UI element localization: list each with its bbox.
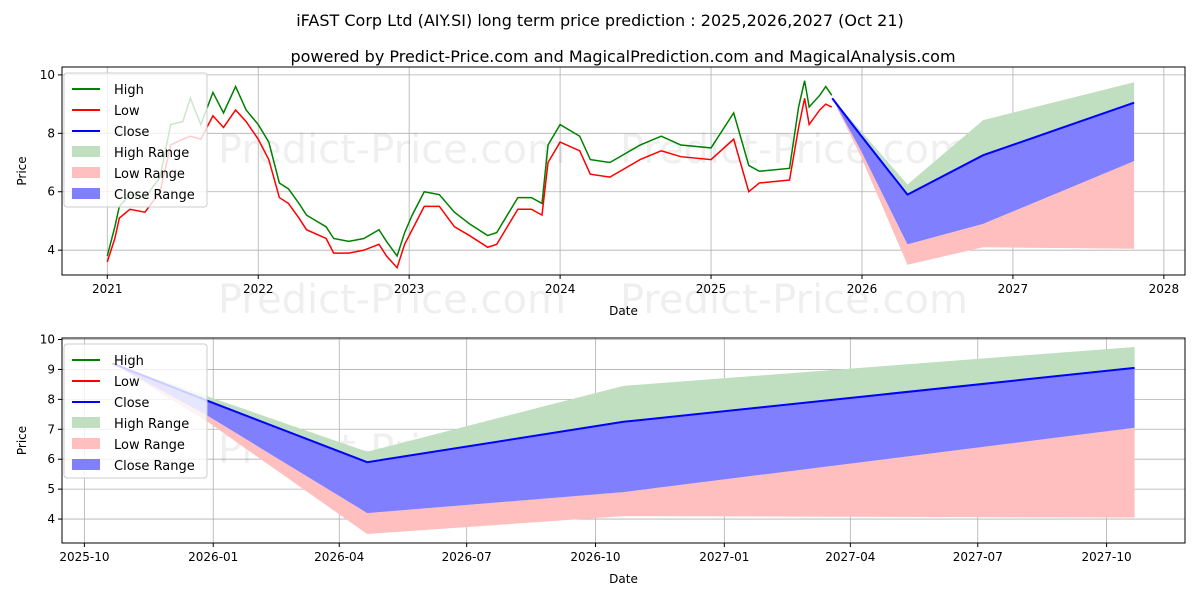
y-tick-label: 5 [47,482,55,496]
legend-swatch-3 [72,417,100,428]
y-tick-label: 8 [47,392,55,406]
x-tick-label: 2025 [696,282,727,296]
x-tick-label: 2027-10 [1082,550,1132,564]
legend-swatch-5 [72,459,100,470]
close-range-band [832,98,1135,245]
x-tick-label: 2026-10 [570,550,620,564]
low-range-band [112,363,1135,535]
legend-label: Low [114,104,140,119]
y-tick-label: 6 [47,185,55,199]
y-axis-label: Price [15,156,29,185]
y-tick-label: 10 [40,68,55,82]
x-tick-label: 2026-01 [188,550,238,564]
legend: High Low Close High Range Low Range Close Ran… [63,72,208,208]
x-axis-label: Date [609,572,638,586]
y-tick-label: 4 [47,512,55,526]
chart-title: iFAST Corp Ltd (AIY.SI) long term price … [296,11,904,30]
legend-label: Low Range [114,438,185,453]
x-tick-label: 2027 [998,282,1029,296]
high-range-band [832,82,1135,195]
x-tick-label: 2026 [847,282,878,296]
x-tick-label: 2028 [1149,282,1180,296]
watermark: Predict-Price.com [620,277,968,323]
x-tick-label: 2026-04 [314,550,364,564]
y-tick-label: 9 [47,362,55,376]
legend-swatch-4 [72,438,100,449]
x-tick-label: 2025-10 [59,550,109,564]
watermark: Predict-Price.com [218,277,566,323]
legend-label: Close [114,125,149,140]
x-tick-label: 2022 [243,282,274,296]
x-tick-label: 2023 [394,282,425,296]
top-chart: 2021 2022 2023 2024 2025 2026 2027 2028 4 6 8 10 Dat… [15,66,1186,323]
y-tick-label: 8 [47,126,55,140]
chart-subtitle: powered by Predict-Price.com and Magical… [290,47,955,66]
x-tick-label: 2027-04 [825,550,875,564]
x-tick-label: 2024 [545,282,576,296]
x-tick-label: 2026-07 [442,550,492,564]
low-range-band [832,98,1135,265]
x-tick-label: 2021 [92,282,123,296]
legend-label: High [114,83,144,98]
legend-label: Close [114,396,149,411]
y-axis-label: Price [15,426,29,455]
low-history-line [106,98,833,270]
legend-label: High Range [114,417,189,432]
legend-label: High Range [114,146,189,161]
x-tick-label: 2027-01 [699,550,749,564]
legend-label: Close Range [114,188,195,203]
bottom-chart: 2025-10 2026-01 2026-04 2026-07 2026-10 2027-… [15,332,1186,586]
x-tick-label: 2027-07 [953,550,1003,564]
legend-label: Low [114,375,140,390]
legend-swatch-3 [72,146,100,157]
y-tick-label: 10 [40,332,55,346]
close-forecast-line [831,97,1135,196]
high-range-band [112,346,1135,463]
legend: High Low Close High Range Low Range Close Ran… [63,343,208,479]
legend-label: High [114,354,144,369]
y-tick-label: 4 [47,243,55,257]
x-axis-label: Date [609,304,638,318]
legend-swatch-4 [72,167,100,178]
legend-swatch-5 [72,188,100,199]
watermark: Predict-Price.com [218,127,566,173]
plot-frame [61,66,1186,276]
y-tick-label: 7 [47,422,55,436]
y-tick-label: 6 [47,452,55,466]
close-range-band [112,363,1135,514]
legend-label: Low Range [114,167,185,182]
plot-frame [61,337,1186,544]
legend-label: Close Range [114,459,195,474]
